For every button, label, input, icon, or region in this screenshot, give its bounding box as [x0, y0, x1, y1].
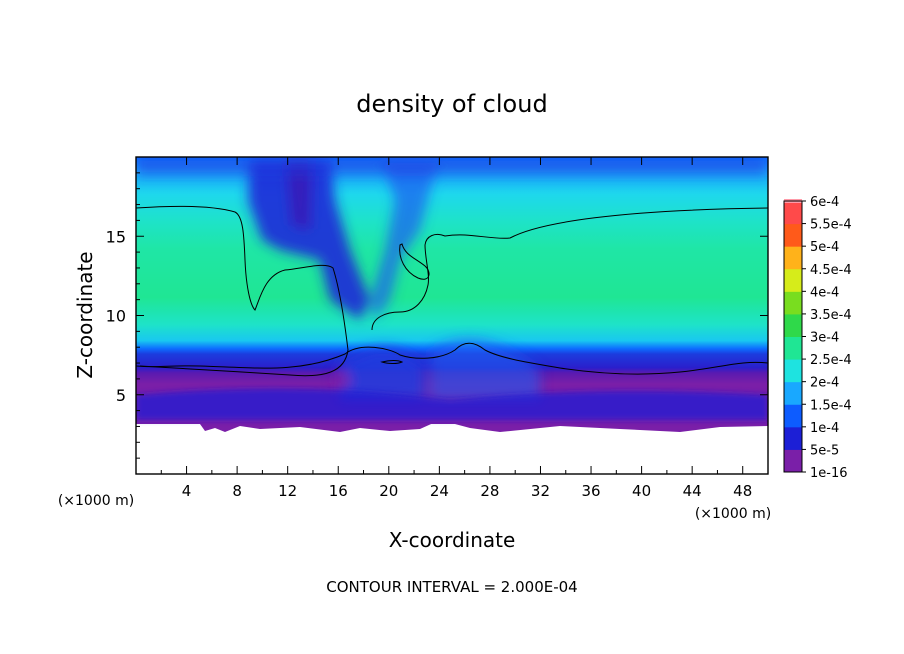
y-tick-label: 5: [116, 386, 126, 405]
colorbar-label: 3e-4: [810, 331, 839, 346]
x-tick-label: 4: [182, 482, 192, 500]
colorbar-swatch: [784, 359, 802, 383]
contour-line-upper: [136, 205, 349, 377]
x-tick-label: 40: [632, 482, 651, 500]
contour-line-small: [380, 360, 404, 364]
colorbar-swatch: [784, 404, 802, 428]
x-axis-ticks: 4 8 12 16 20 24 28 32 36 40 44 48: [160, 157, 752, 500]
x-tick-label: 32: [531, 482, 550, 500]
x-unit-label: (×1000 m): [58, 493, 134, 509]
x-tick-label: 44: [683, 482, 702, 500]
colorbar-swatch: [784, 246, 802, 270]
colorbar-label: 3.5e-4: [810, 308, 852, 323]
colorbar-swatch: [784, 291, 802, 315]
colorbar-label: 5e-4: [810, 240, 839, 255]
colorbar-swatch: [784, 381, 802, 405]
colorbar-label: 4e-4: [810, 285, 839, 300]
heatmap-field: [136, 157, 768, 474]
colorbar-label: 1e-16: [810, 466, 848, 481]
y-tick-label: 10: [106, 307, 126, 326]
y-tick-label: 15: [106, 227, 126, 246]
colorbar-swatch: [784, 201, 802, 225]
y-axis-label: Z-coordinate: [73, 251, 97, 378]
colorbar-swatch: [784, 223, 802, 247]
colorbar-swatch: [784, 426, 802, 450]
x-tick-label: 12: [278, 482, 297, 500]
y-axis-ticks: 5 10 15: [106, 172, 768, 459]
x-tick-label: 8: [232, 482, 242, 500]
colorbar: 1e-16 5e-5 1e-4 1.5e-4 2e-4 2.5e-4 3e-4 3.5e-4 4…: [783, 195, 852, 481]
chart-title: density of cloud: [356, 90, 547, 118]
x-tick-label: 28: [480, 482, 499, 500]
colorbar-label: 6e-4: [810, 195, 839, 210]
colorbar-label: 1e-4: [810, 421, 839, 436]
contour-line-loop: [399, 243, 430, 280]
colorbar-label: 2.5e-4: [810, 353, 852, 368]
x-tick-label: 36: [581, 482, 600, 500]
x-unit-label-right: (×1000 m): [695, 506, 771, 522]
colorbar-swatch: [784, 313, 802, 337]
colorbar-label: 1.5e-4: [810, 398, 852, 413]
contour-line-inner: [371, 207, 768, 331]
colorbar-label: 4.5e-4: [810, 263, 852, 278]
contour-line-lower: [136, 342, 768, 375]
x-tick-label: 48: [733, 482, 752, 500]
x-axis-label: X-coordinate: [389, 528, 516, 552]
colorbar-label: 5.5e-4: [810, 218, 852, 233]
x-tick-label: 16: [329, 482, 348, 500]
colorbar-label: 5e-5: [810, 443, 839, 458]
colorbar-swatch: [784, 336, 802, 360]
colorbar-swatch: [784, 268, 802, 292]
x-tick-label: 20: [379, 482, 398, 500]
contour-interval-footer: CONTOUR INTERVAL = 2.000E-04: [326, 578, 577, 596]
x-tick-label: 24: [430, 482, 449, 500]
colorbar-label: 2e-4: [810, 376, 839, 391]
colorbar-swatch: [784, 449, 802, 473]
